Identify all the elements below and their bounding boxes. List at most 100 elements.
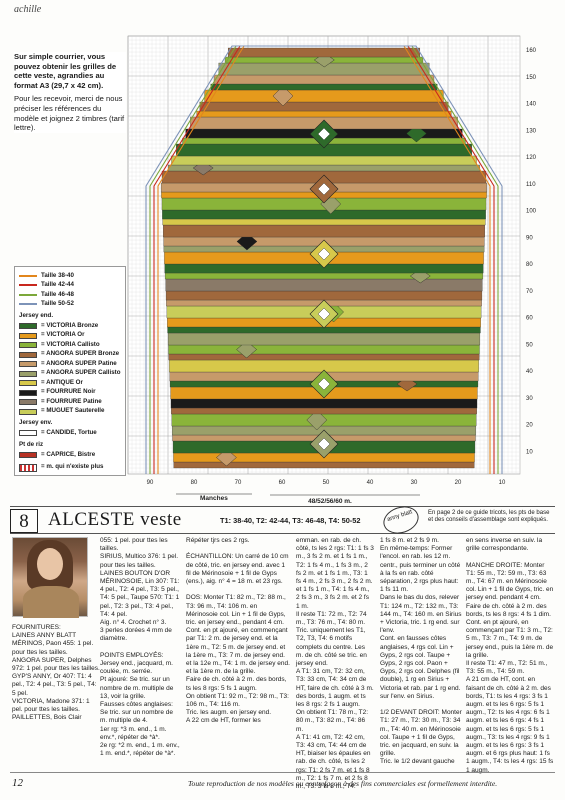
legend-jersey-title: Jersey end. (19, 312, 54, 319)
text-column-5: 1 fs 8 m. et 2 fs 9 m. En même-temps: Fo… (380, 537, 462, 766)
model-photo (12, 537, 88, 618)
label-manches: Manches (200, 495, 228, 502)
legend-size-row: Taille 42-44 (19, 281, 121, 291)
courrier-box: Sur simple courrier, vous pouvez obtenir… (14, 52, 126, 133)
legend-yarn-swatch (19, 332, 37, 339)
y-tick-label: 140 (526, 102, 537, 108)
y-tick-label: 100 (526, 209, 537, 215)
chart-stitch-row (162, 218, 486, 226)
article-title-bar: 8 ALCESTE veste T1: 38-40, T2: 42-44, T3… (10, 502, 555, 538)
brand-logo: anny blatt (379, 502, 423, 538)
legend-yarn-row: = FOURRURE Noir (19, 388, 121, 398)
legend-yarn-swatch (19, 351, 37, 358)
legend-yarn-swatch (19, 342, 37, 349)
chart-diamond-center (317, 127, 331, 141)
chart-stitch-row (210, 83, 438, 91)
y-tick-label: 10 (526, 449, 533, 455)
chart-stitch-row (168, 353, 480, 361)
x-tick-label: 30 (411, 480, 418, 486)
legend-yarn-label: = ANTIQUE Or (41, 378, 83, 386)
legend-yarn-swatch (19, 370, 37, 377)
chart-diamond-center (317, 247, 331, 261)
legend-yarn-row: = VICTORIA Callisto (19, 340, 121, 350)
chart-stitch-row (165, 290, 483, 301)
x-tick-label: 10 (499, 480, 506, 486)
legend-size-line (19, 284, 37, 287)
legend-yarn-label: = FOURRURE Patine (41, 397, 102, 405)
x-tick-label: 90 (147, 480, 154, 486)
legend-size-row: Taille 38-40 (19, 271, 121, 281)
copyright-notice: Toute reproduction de nos modèles ou con… (188, 779, 498, 788)
chart-diamond-center (317, 377, 331, 391)
chart-motif (216, 448, 237, 467)
chart-stitch-row (171, 155, 477, 166)
legend-yarn-label: = MUGUET Sauterelle (41, 407, 105, 415)
y-tick-label: 150 (526, 75, 537, 81)
reference-note: En page 2 de ce guide tricots, les pts d… (428, 510, 550, 524)
chart-diamond-center (317, 307, 331, 321)
y-tick-label: 70 (526, 289, 533, 295)
legend-note-label: = m. qui n'existe plus (41, 463, 104, 471)
y-tick-label: 90 (526, 235, 533, 241)
chart-stitch-row (168, 164, 480, 172)
legend-size-line (19, 274, 37, 277)
knitting-chart: 160 150 140 130 120 110 100 90 80 70 60 50 40 30 20 10 9… (0, 14, 565, 514)
legend-yarn-row: = VICTORIA Or (19, 331, 121, 341)
legend-yarn-row: = ANGORA SUPER Patine (19, 359, 121, 369)
legend-yarn-swatch (19, 361, 37, 368)
chart-diamond-center (317, 182, 331, 196)
y-tick-label: 80 (526, 262, 533, 268)
chart-stitch-row (167, 332, 481, 346)
text-column-4: emman. en rab. de ch. côté, ts les 2 rgs… (296, 537, 374, 791)
legend-size-label: Taille 46-48 (41, 290, 74, 298)
legend-yarn-label: = ANGORA SUPER Bronze (41, 350, 120, 358)
legend-size-label: Taille 50-52 (41, 300, 74, 308)
chart-stitch-row (171, 407, 477, 415)
chart-stitch-row (170, 398, 478, 409)
page-footer: 12 Toute reproduction de nos modèles ou … (10, 772, 555, 792)
chart-stitch-row (228, 47, 420, 58)
legend-yarn-label: = ANGORA SUPER Callisto (41, 369, 121, 377)
chart-stitch-row (173, 461, 475, 469)
legend-env-title: Jersey env. (19, 419, 53, 427)
legend-note-row: = m. qui n'existe plus (19, 463, 121, 473)
courrier-text: Pour les recevoir, merci de nous précise… (14, 94, 125, 133)
brand: achille (14, 4, 42, 15)
chart-motif (306, 409, 328, 431)
x-tick-label: 70 (235, 480, 242, 486)
chart-stitch-row (196, 110, 452, 118)
legend-yarn-row: = ANTIQUE Or (19, 378, 121, 388)
chart-motif (406, 124, 427, 143)
legend-env-row: = CANDIDE, Tortue (19, 429, 121, 439)
legend-yarn-label: = FOURRURE Noir (41, 388, 96, 396)
text-column-6: en sens inverse en suiv. la grille corre… (466, 537, 554, 774)
courrier-bold: Sur simple courrier, vous pouvez obtenir… (14, 52, 117, 90)
chart-stitch-row (199, 101, 449, 112)
label-width: 48/52/56/60 m. (308, 498, 352, 505)
text-column-2: 055: 1 pel. pour ttes les tailles. SIRIU… (100, 537, 180, 758)
legend-yarn-label: = VICTORIA Bronze (41, 321, 99, 329)
chart-stitch-row (163, 224, 485, 238)
chart-stitch-row (162, 209, 486, 220)
chart-motif (236, 232, 258, 251)
chart-stitch-row (168, 344, 480, 355)
legend-riz-row: = CAPRICE, Bistre (19, 450, 121, 460)
x-tick-label: 20 (455, 480, 462, 486)
legend-env-swatch (19, 430, 37, 437)
legend-size-line (19, 293, 37, 296)
legend-yarn-row: = VICTORIA Bronze (19, 321, 121, 331)
chart-stitch-row (164, 272, 484, 280)
legend-yarn-label: = VICTORIA Or (41, 331, 85, 339)
chart-diamond-center (317, 437, 331, 451)
x-tick-label: 50 (323, 480, 330, 486)
chart-motif (236, 340, 257, 359)
page-number: 12 (12, 777, 23, 789)
legend-env-label: = CANDIDE, Tortue (41, 429, 97, 437)
x-tick-label: 80 (191, 480, 198, 486)
legend-yarn-swatch (19, 399, 37, 406)
article-sizes: T1: 38-40, T2: 42-44, T3: 46-48, T4: 50-… (220, 516, 361, 525)
photo-jacket (23, 586, 79, 618)
legend-size-row: Taille 50-52 (19, 300, 121, 310)
legend-note-swatch (19, 463, 37, 472)
y-tick-label: 160 (526, 48, 537, 54)
